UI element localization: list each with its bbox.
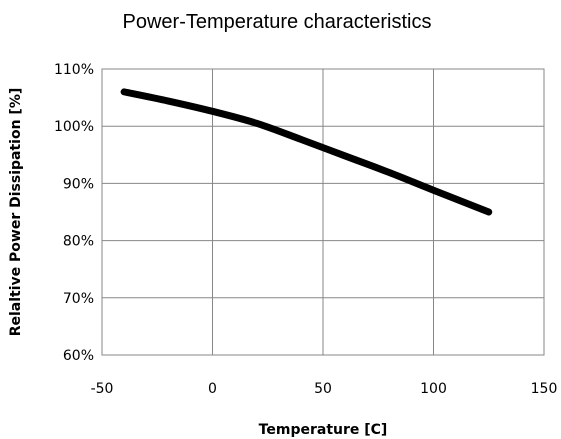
gridlines [101, 68, 545, 356]
y-tick-label: 80% [63, 234, 94, 250]
chart-title: Power-Temperature characteristics [123, 11, 432, 33]
y-tick-label: 60% [63, 348, 94, 364]
y-tick-label: 90% [63, 176, 94, 192]
x-tick-label: 0 [208, 381, 217, 397]
x-tick-label: -50 [91, 381, 114, 397]
y-tick-label: 110% [54, 62, 94, 78]
y-tick-label: 70% [63, 291, 94, 307]
series-line [120, 88, 493, 216]
y-axis-ticks: 60% 70% 80% 90% 100% 110% [54, 62, 94, 364]
x-tick-label: 150 [531, 381, 558, 397]
plot-area-border [101, 68, 545, 356]
y-axis-label: Relaltive Power Dissipation [%] [8, 88, 24, 337]
x-axis-ticks: -50 0 50 100 150 [91, 381, 558, 397]
series-group [120, 88, 493, 216]
x-tick-label: 100 [420, 381, 447, 397]
x-axis-label: Temperature [C] [259, 422, 388, 438]
x-tick-label: 50 [314, 381, 332, 397]
y-tick-label: 100% [54, 119, 94, 135]
